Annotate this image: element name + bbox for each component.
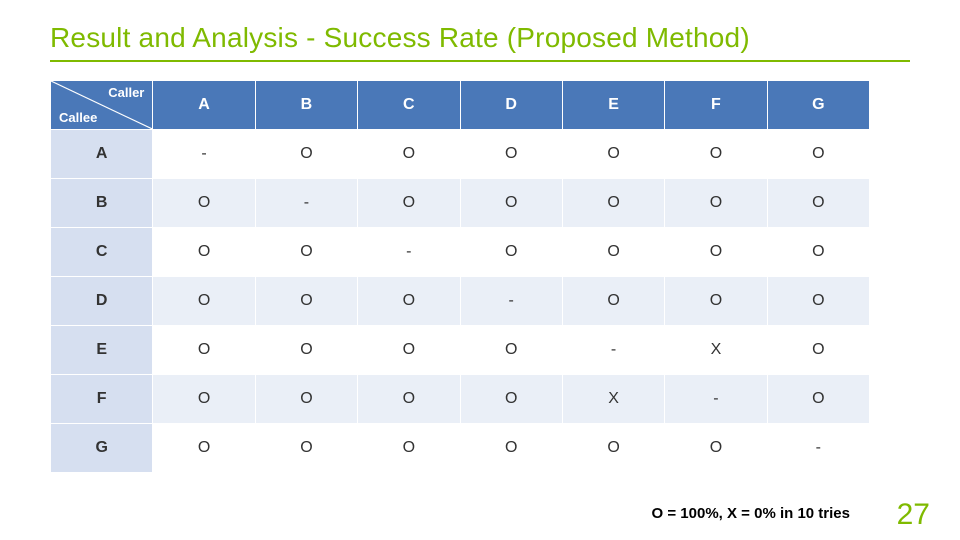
table-row: BO-OOOOO (51, 179, 870, 228)
table-cell: O (562, 277, 664, 326)
table-cell: O (460, 424, 562, 473)
row-header: E (51, 326, 153, 375)
row-header: B (51, 179, 153, 228)
table-cell: O (153, 375, 255, 424)
title-underline (50, 60, 910, 62)
column-header: G (767, 81, 869, 130)
table-cell: O (562, 228, 664, 277)
row-header: C (51, 228, 153, 277)
table-head: Caller Callee ABCDEFG (51, 81, 870, 130)
table-cell: O (767, 375, 869, 424)
table-cell: O (562, 179, 664, 228)
table-cell: O (562, 424, 664, 473)
success-rate-table-wrap: Caller Callee ABCDEFG A-OOOOOOBO-OOOOOCO… (50, 80, 910, 473)
legend-text: O = 100%, X = 0% in 10 tries (652, 505, 850, 522)
table-cell: O (153, 277, 255, 326)
row-header: F (51, 375, 153, 424)
table-cell: O (358, 179, 460, 228)
table-cell: O (767, 326, 869, 375)
table-row: FOOOOX-O (51, 375, 870, 424)
table-cell: - (665, 375, 767, 424)
column-header: D (460, 81, 562, 130)
column-header: A (153, 81, 255, 130)
table-cell: - (767, 424, 869, 473)
corner-cell: Caller Callee (51, 81, 153, 130)
table-cell: - (562, 326, 664, 375)
table-cell: O (153, 326, 255, 375)
table-cell: O (665, 130, 767, 179)
table-cell: O (767, 130, 869, 179)
table-cell: O (562, 130, 664, 179)
table-cell: O (665, 424, 767, 473)
page-number: 27 (897, 498, 930, 532)
table-cell: O (665, 277, 767, 326)
row-header: D (51, 277, 153, 326)
table-row: DOOO-OOO (51, 277, 870, 326)
table-cell: O (460, 228, 562, 277)
table-cell: - (255, 179, 357, 228)
corner-bottom-label: Callee (59, 110, 97, 125)
column-header: B (255, 81, 357, 130)
table-cell: O (460, 130, 562, 179)
column-header: F (665, 81, 767, 130)
header-row: Caller Callee ABCDEFG (51, 81, 870, 130)
table-cell: O (255, 375, 357, 424)
table-cell: X (665, 326, 767, 375)
table-cell: O (460, 179, 562, 228)
slide-title: Result and Analysis - Success Rate (Prop… (50, 22, 910, 54)
table-body: A-OOOOOOBO-OOOOOCOO-OOOODOOO-OOOEOOOO-XO… (51, 130, 870, 473)
table-cell: O (358, 130, 460, 179)
column-header: E (562, 81, 664, 130)
table-cell: O (255, 130, 357, 179)
table-cell: O (358, 424, 460, 473)
table-cell: O (665, 228, 767, 277)
table-cell: O (153, 424, 255, 473)
table-cell: O (358, 326, 460, 375)
success-rate-table: Caller Callee ABCDEFG A-OOOOOOBO-OOOOOCO… (50, 80, 870, 473)
table-row: EOOOO-XO (51, 326, 870, 375)
table-row: COO-OOOO (51, 228, 870, 277)
table-cell: O (153, 179, 255, 228)
table-cell: O (767, 228, 869, 277)
table-cell: - (358, 228, 460, 277)
table-cell: O (665, 179, 767, 228)
table-cell: O (255, 424, 357, 473)
column-header: C (358, 81, 460, 130)
table-cell: O (460, 375, 562, 424)
table-cell: O (767, 179, 869, 228)
table-cell: - (460, 277, 562, 326)
table-cell: O (767, 277, 869, 326)
row-header: A (51, 130, 153, 179)
table-row: GOOOOOO- (51, 424, 870, 473)
table-cell: O (358, 375, 460, 424)
table-row: A-OOOOOO (51, 130, 870, 179)
table-cell: O (255, 228, 357, 277)
corner-top-label: Caller (108, 85, 144, 100)
table-cell: O (153, 228, 255, 277)
table-cell: O (255, 277, 357, 326)
table-cell: X (562, 375, 664, 424)
table-cell: O (358, 277, 460, 326)
table-cell: O (255, 326, 357, 375)
table-cell: O (460, 326, 562, 375)
table-cell: - (153, 130, 255, 179)
slide: Result and Analysis - Success Rate (Prop… (0, 0, 960, 540)
row-header: G (51, 424, 153, 473)
